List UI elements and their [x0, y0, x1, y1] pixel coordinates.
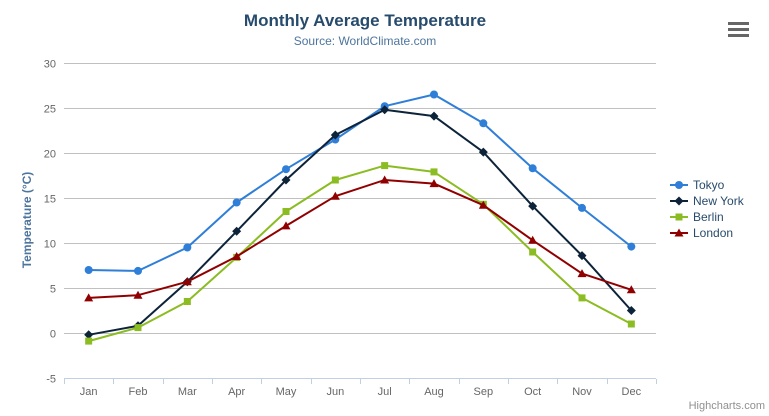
data-point-new-york-apr[interactable] [232, 226, 242, 236]
data-point-berlin-feb[interactable] [134, 324, 142, 332]
data-point-tokyo-aug[interactable] [430, 90, 438, 99]
data-point-tokyo-mar[interactable] [183, 243, 192, 252]
chart-title: Monthly Average Temperature [243, 11, 487, 30]
x-axis-label: Mar [178, 386, 197, 398]
x-axis-label: Jun [326, 386, 344, 398]
legend-label: Berlin [693, 210, 724, 224]
series-line-tokyo [87, 93, 633, 272]
data-point-berlin-jun[interactable] [331, 176, 339, 184]
x-axis-label: Jul [378, 386, 392, 398]
data-point-london-jun[interactable] [330, 191, 340, 200]
data-point-berlin-nov[interactable] [578, 294, 586, 302]
data-point-berlin-mar[interactable] [183, 298, 191, 305]
legend-label: London [693, 226, 734, 240]
y-axis-label: 5 [50, 284, 56, 296]
data-point-london-jul[interactable] [380, 175, 390, 184]
data-point-tokyo-feb[interactable] [134, 266, 142, 275]
data-point-london-dec[interactable] [626, 285, 636, 294]
data-point-tokyo-sep[interactable] [479, 119, 488, 128]
legend: Tokyo New York Berlin London [670, 177, 744, 241]
legend-item-london[interactable]: London [670, 225, 744, 241]
x-axis-label: Dec [622, 386, 642, 398]
data-point-new-york-jun[interactable] [330, 130, 340, 140]
y-axis-label: 0 [50, 329, 56, 341]
legend-item-tokyo[interactable]: Tokyo [670, 177, 744, 193]
x-axis-label: Nov [572, 386, 592, 398]
legend-marker-symbol [674, 196, 684, 206]
legend-marker-symbol [675, 213, 683, 221]
data-point-new-york-aug[interactable] [429, 111, 439, 121]
data-point-new-york-dec[interactable] [626, 306, 636, 315]
data-point-london-nov[interactable] [577, 269, 587, 278]
x-axis-label: Aug [424, 386, 444, 398]
data-point-new-york-jul[interactable] [380, 105, 390, 115]
legend-item-berlin[interactable]: Berlin [670, 209, 744, 225]
data-point-new-york-nov[interactable] [577, 251, 587, 261]
hamburger-bar [728, 28, 749, 31]
data-point-tokyo-may[interactable] [282, 165, 290, 174]
series-line-new-york [87, 108, 633, 336]
highcharts-credits-link[interactable]: Highcharts.com [688, 400, 765, 412]
data-point-london-aug[interactable] [429, 179, 439, 188]
data-point-tokyo-nov[interactable] [578, 203, 586, 212]
hamburger-bar [728, 22, 749, 25]
x-axis-label: Feb [129, 386, 148, 398]
data-point-new-york-may[interactable] [281, 175, 291, 185]
data-point-tokyo-apr[interactable] [232, 198, 241, 207]
x-axis-label: Apr [228, 386, 245, 398]
y-axis-label: 30 [44, 59, 56, 71]
data-point-new-york-oct[interactable] [528, 201, 538, 211]
y-axis-label: 25 [44, 104, 56, 116]
series-line-london [87, 179, 633, 299]
y-axis-label: 10 [44, 239, 56, 251]
data-point-tokyo-dec[interactable] [627, 242, 636, 251]
data-point-london-mar[interactable] [182, 277, 192, 286]
data-point-tokyo-oct[interactable] [528, 164, 537, 173]
legend-label: New York [693, 194, 744, 208]
data-point-london-may[interactable] [281, 221, 291, 230]
y-axis-label: 15 [44, 194, 56, 206]
data-point-london-sep[interactable] [478, 200, 488, 209]
data-point-new-york-sep[interactable] [478, 147, 488, 157]
y-axis-label: -5 [46, 374, 56, 386]
x-axis-label: May [276, 386, 297, 398]
y-axis-label: 20 [44, 149, 56, 161]
data-point-london-feb[interactable] [133, 290, 143, 299]
legend-label: Tokyo [693, 178, 725, 192]
y-axis-title: Temperature (°C) [20, 171, 34, 269]
hamburger-bar [728, 34, 749, 37]
x-axis-label: Oct [524, 386, 541, 398]
data-point-tokyo-jan[interactable] [84, 266, 93, 274]
data-point-berlin-may[interactable] [282, 208, 290, 215]
x-axis-label: Sep [474, 386, 494, 398]
diamond-legend-marker-icon [670, 196, 688, 206]
data-point-berlin-aug[interactable] [430, 168, 438, 176]
data-point-london-jan[interactable] [84, 293, 94, 302]
data-point-berlin-jan[interactable] [85, 337, 93, 345]
circle-legend-marker-icon [670, 181, 688, 189]
legend-marker-symbol [675, 181, 683, 189]
chart-subtitle: Source: WorldClimate.com [293, 34, 437, 48]
legend-item-new-york[interactable]: New York [670, 193, 744, 209]
series-line-berlin [87, 164, 633, 343]
data-point-london-apr[interactable] [232, 252, 242, 260]
square-legend-marker-icon [670, 213, 688, 221]
data-point-berlin-dec[interactable] [627, 320, 635, 328]
data-point-london-oct[interactable] [528, 235, 538, 244]
triangle-legend-marker-icon [670, 228, 688, 237]
data-point-berlin-jul[interactable] [381, 162, 389, 170]
data-point-new-york-jan[interactable] [84, 330, 94, 340]
data-point-berlin-oct[interactable] [529, 248, 537, 256]
legend-marker-symbol [674, 228, 684, 237]
hamburger-icon[interactable] [728, 22, 749, 37]
x-axis-label: Jan [80, 386, 98, 398]
